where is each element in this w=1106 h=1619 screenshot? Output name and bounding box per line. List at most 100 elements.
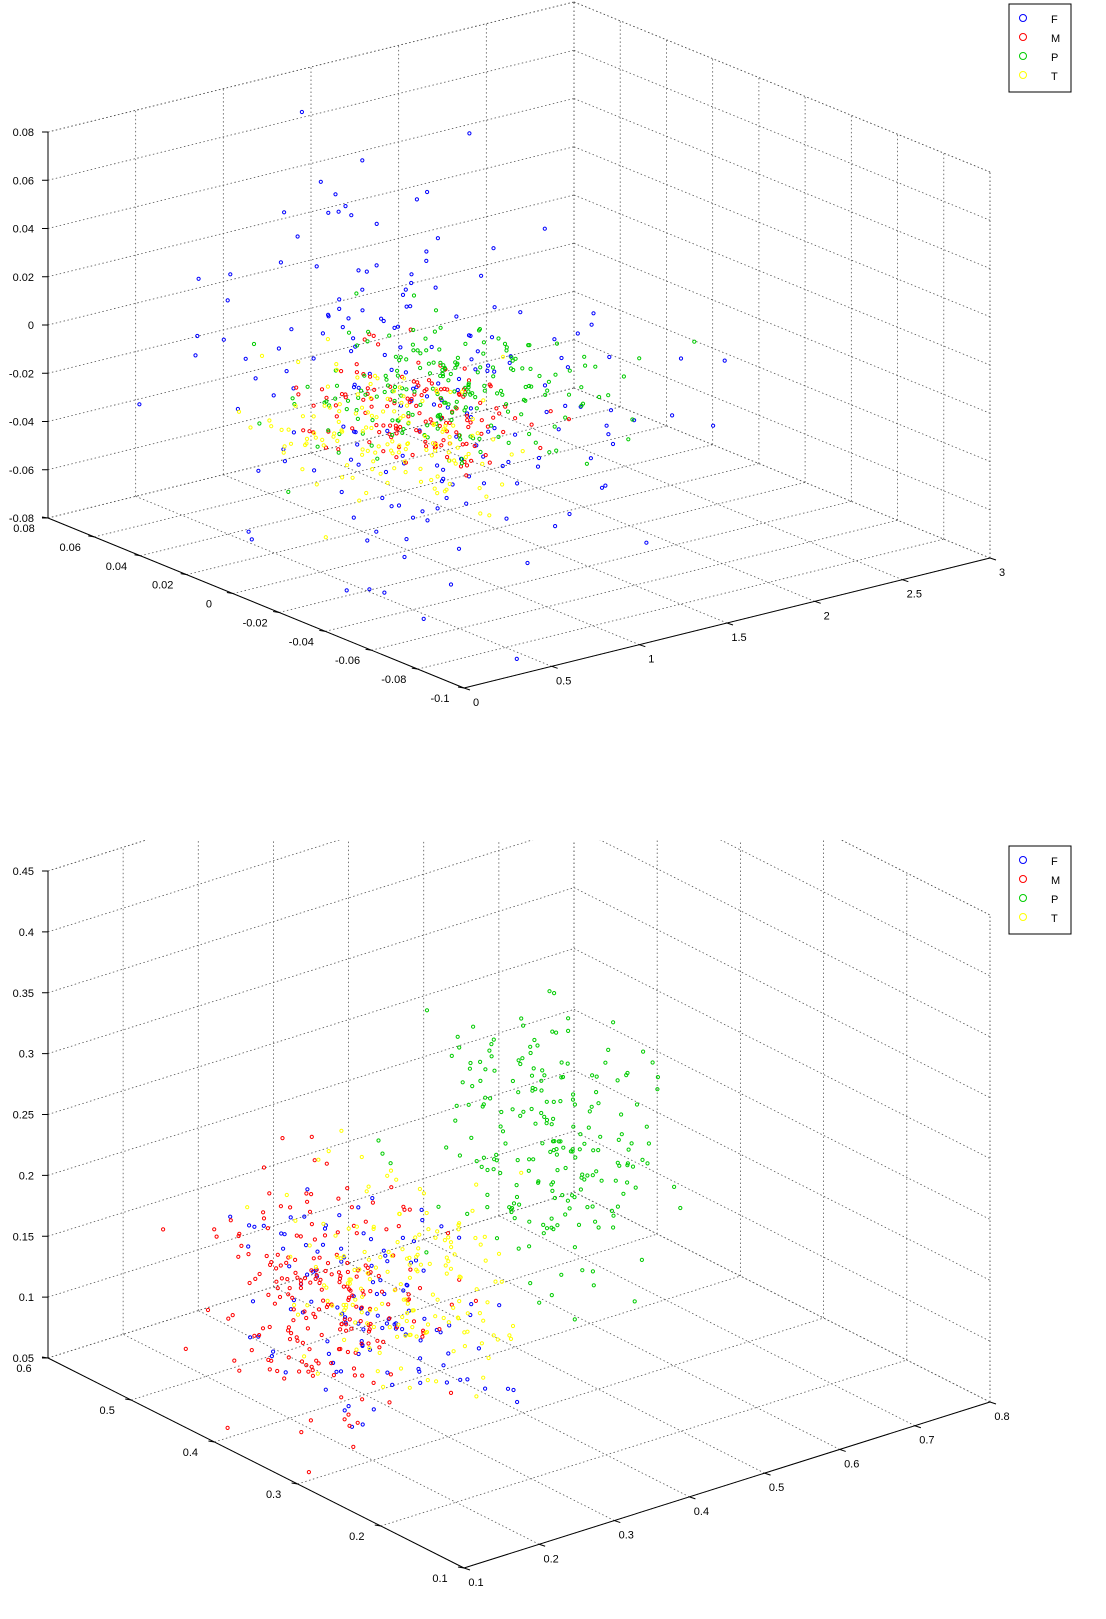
point-F bbox=[396, 503, 402, 508]
point-F bbox=[228, 272, 233, 277]
point-T bbox=[481, 1318, 486, 1323]
point-P bbox=[435, 426, 440, 431]
point-T bbox=[425, 1322, 431, 1327]
point-M bbox=[339, 392, 345, 397]
point-M bbox=[344, 1322, 349, 1327]
point-M bbox=[388, 1372, 393, 1377]
point-T bbox=[479, 1341, 484, 1346]
point-P bbox=[527, 383, 532, 389]
point-T bbox=[390, 439, 395, 444]
point-T bbox=[397, 385, 402, 390]
point-P bbox=[626, 437, 631, 442]
point-M bbox=[426, 378, 432, 383]
point-M bbox=[252, 1333, 257, 1338]
point-M bbox=[346, 1297, 351, 1302]
point-P bbox=[514, 1183, 519, 1188]
point-F bbox=[352, 429, 357, 434]
point-P bbox=[437, 347, 442, 352]
x-tick bbox=[689, 1496, 696, 1500]
point-P bbox=[650, 1060, 655, 1065]
point-T bbox=[443, 427, 448, 433]
x-tick-label: 0.5 bbox=[556, 675, 571, 687]
point-M bbox=[307, 1347, 312, 1352]
point-P bbox=[487, 1048, 492, 1053]
back-wall-grid-line bbox=[47, 840, 148, 872]
point-M bbox=[368, 1289, 373, 1294]
point-P bbox=[465, 1211, 470, 1216]
grid-lines bbox=[47, 840, 991, 1569]
point-P bbox=[453, 365, 458, 370]
point-P bbox=[404, 387, 409, 392]
point-T bbox=[520, 449, 525, 454]
point-F bbox=[370, 1196, 375, 1201]
point-T bbox=[321, 443, 326, 448]
point-F bbox=[486, 429, 491, 434]
back-wall-grid-line bbox=[47, 840, 341, 933]
point-P bbox=[594, 1090, 599, 1095]
point-T bbox=[485, 1300, 490, 1305]
point-P bbox=[426, 361, 431, 366]
point-M bbox=[299, 1430, 304, 1435]
point-P bbox=[590, 1173, 595, 1178]
point-F bbox=[409, 280, 414, 286]
point-P bbox=[554, 1152, 560, 1157]
legend-label-T: T bbox=[1051, 913, 1058, 925]
point-M bbox=[286, 1325, 291, 1330]
point-T bbox=[359, 1154, 364, 1160]
point-M bbox=[352, 1373, 357, 1378]
point-M bbox=[401, 1204, 406, 1209]
point-P bbox=[590, 1269, 596, 1274]
point-M bbox=[302, 1309, 307, 1314]
point-T bbox=[443, 423, 448, 428]
point-T bbox=[410, 1325, 415, 1330]
x-tick-label: 0.6 bbox=[844, 1458, 859, 1470]
x-tick bbox=[726, 622, 734, 626]
point-P bbox=[554, 448, 559, 453]
point-P bbox=[510, 1107, 515, 1112]
point-M bbox=[325, 1261, 331, 1266]
point-T bbox=[448, 389, 453, 395]
point-F bbox=[486, 363, 491, 368]
point-P bbox=[474, 1159, 479, 1164]
point-P bbox=[496, 434, 501, 439]
point-T bbox=[327, 405, 332, 410]
x-tick-label: 2.5 bbox=[907, 589, 922, 601]
point-P bbox=[619, 1112, 624, 1117]
point-P bbox=[585, 1205, 590, 1210]
point-P bbox=[519, 412, 524, 417]
point-P bbox=[536, 1180, 541, 1185]
point-P bbox=[528, 366, 533, 371]
point-P bbox=[549, 1216, 554, 1221]
point-P bbox=[411, 348, 416, 353]
point-F bbox=[261, 1223, 266, 1228]
point-M bbox=[333, 403, 338, 408]
z-tick-label: 0.02 bbox=[13, 272, 34, 284]
point-T bbox=[322, 403, 327, 408]
point-T bbox=[325, 1298, 330, 1303]
point-M bbox=[460, 442, 465, 447]
point-T bbox=[236, 409, 242, 414]
point-P bbox=[527, 1219, 532, 1224]
point-T bbox=[357, 498, 362, 503]
point-P bbox=[559, 1272, 564, 1277]
point-P bbox=[466, 389, 471, 394]
point-M bbox=[354, 1274, 359, 1279]
point-F bbox=[291, 430, 296, 435]
point-F bbox=[435, 463, 440, 468]
point-P bbox=[537, 1300, 542, 1305]
point-P bbox=[523, 384, 528, 390]
point-M bbox=[310, 1373, 315, 1378]
point-P bbox=[519, 1016, 524, 1021]
point-P bbox=[470, 1084, 475, 1089]
legend-label-T: T bbox=[1051, 71, 1058, 83]
point-M bbox=[395, 426, 400, 432]
point-F bbox=[346, 1404, 351, 1409]
point-P bbox=[517, 1202, 522, 1207]
z-tick-label: -0.02 bbox=[9, 368, 34, 380]
point-P bbox=[591, 1148, 596, 1153]
point-F bbox=[338, 1369, 344, 1374]
y-tick-label: 0.1 bbox=[432, 1573, 447, 1585]
point-P bbox=[527, 431, 532, 437]
point-M bbox=[257, 1271, 262, 1277]
